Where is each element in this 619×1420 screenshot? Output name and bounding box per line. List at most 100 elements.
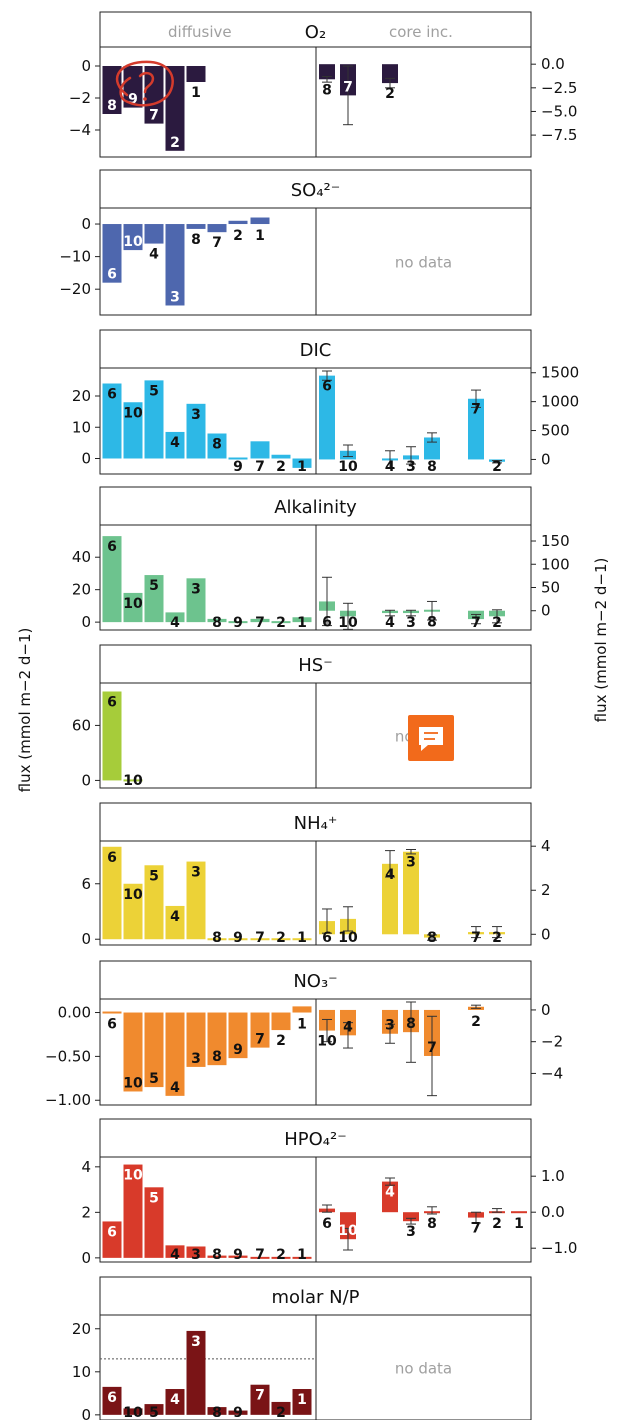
bar-label-site-3: 3 — [170, 289, 180, 305]
y-tick-label-right: 0.0 — [541, 55, 565, 73]
bar-site-3 — [186, 1012, 206, 1067]
panel-title: NO₃⁻ — [293, 971, 337, 992]
y-tick-label: 10 — [72, 418, 91, 436]
y-tick-label: 0 — [81, 450, 91, 468]
bar-label-site-6: 6 — [322, 930, 332, 946]
bar-label-site-7: 7 — [471, 930, 481, 946]
panel-title: Alkalinity — [274, 497, 357, 518]
y-tick-label: 0 — [81, 215, 91, 233]
bar-site-7 — [250, 1012, 270, 1048]
bar-label-site-2: 2 — [492, 459, 502, 475]
bar-site-4 — [165, 1389, 185, 1415]
bar-label-site-4: 4 — [170, 435, 180, 451]
bar-site-6 — [102, 536, 122, 623]
bar-label-site-3: 3 — [406, 855, 416, 871]
bar-label-site-9: 9 — [233, 930, 243, 946]
y-tick-label: −4 — [69, 121, 91, 139]
bar-site-3 — [403, 1212, 419, 1222]
bar-site-2 — [228, 220, 248, 225]
no-data-note: no data — [395, 254, 452, 272]
bar-label-site-8: 8 — [212, 1405, 222, 1420]
bar-site-3 — [403, 851, 419, 935]
y-tick-label-right: 1500 — [541, 364, 579, 382]
bar-label-site-3: 3 — [406, 615, 416, 631]
bar-site-4 — [144, 224, 164, 244]
bar-label-site-2: 2 — [170, 135, 180, 151]
bar-label-site-10: 10 — [123, 234, 143, 250]
bar-label-site-10: 10 — [123, 1168, 143, 1184]
bar-site-6 — [319, 375, 335, 460]
bar-label-site-9: 9 — [233, 1042, 243, 1058]
question-annotation-icon — [115, 60, 174, 107]
bar-site-8 — [424, 437, 440, 460]
bar-label-site-6: 6 — [107, 387, 117, 403]
bar-site-3 — [186, 578, 206, 623]
bar-label-site-7: 7 — [471, 615, 481, 631]
bar-label-site-6: 6 — [322, 1216, 332, 1232]
bar-label-site-2: 2 — [276, 459, 286, 475]
panel-title: HS⁻ — [298, 655, 332, 676]
bar-label-site-8: 8 — [427, 1216, 437, 1232]
bar-site-8 — [186, 224, 206, 229]
bar-label-site-9: 9 — [233, 1405, 243, 1420]
bar-site-3 — [186, 403, 206, 459]
bar-label-site-4: 4 — [385, 867, 395, 883]
bar-label-site-2: 2 — [492, 615, 502, 631]
bar-label-site-3: 3 — [191, 865, 201, 881]
bar-site-6 — [102, 1221, 122, 1258]
bar-site-2 — [271, 1012, 291, 1031]
bar-label-site-8: 8 — [191, 232, 201, 248]
bar-label-site-1: 1 — [297, 1392, 307, 1408]
y-tick-label-right: 2 — [541, 881, 551, 899]
bar-label-site-2: 2 — [276, 930, 286, 946]
bar-label-site-1: 1 — [191, 85, 201, 101]
bar-label-site-9: 9 — [128, 92, 138, 108]
panel-frame — [99, 1276, 532, 1420]
bar-label-site-9: 9 — [233, 1247, 243, 1263]
bar-label-site-4: 4 — [170, 909, 180, 925]
bar-label-site-7: 7 — [471, 402, 481, 418]
bar-site-3 — [165, 224, 185, 306]
bar-label-site-2: 2 — [385, 86, 395, 102]
bar-label-site-1: 1 — [514, 1216, 524, 1232]
bar-site-4 — [165, 1012, 185, 1096]
bar-label-site-2: 2 — [492, 1216, 502, 1232]
bar-label-site-10: 10 — [123, 405, 143, 421]
bar-label-site-3: 3 — [385, 1018, 395, 1034]
bar-label-site-8: 8 — [212, 1247, 222, 1263]
bar-site-7 — [250, 1384, 270, 1415]
y-tick-label: 0 — [81, 613, 91, 631]
bar-site-7 — [468, 398, 484, 460]
bar-site-8 — [207, 938, 227, 941]
y-tick-label-right: 0 — [541, 602, 551, 620]
panel-title: O₂ — [305, 22, 326, 43]
y-tick-label-right: 1000 — [541, 393, 579, 411]
bar-site-6 — [102, 691, 122, 781]
bar-label-site-5: 5 — [149, 1071, 159, 1087]
bar-label-site-10: 10 — [338, 930, 358, 946]
bar-label-site-10: 10 — [338, 615, 358, 631]
bar-label-site-8: 8 — [212, 930, 222, 946]
column-label-core-incubation: core inc. — [389, 23, 453, 41]
bar-label-site-6: 6 — [107, 539, 117, 555]
bar-label-site-8: 8 — [212, 1049, 222, 1065]
bar-site-3 — [382, 1009, 398, 1034]
bar-label-site-5: 5 — [149, 1405, 159, 1420]
bar-label-site-6: 6 — [107, 850, 117, 866]
bar-site-4 — [165, 431, 185, 459]
bar-site-4 — [382, 1181, 398, 1213]
chat-bubble-icon[interactable] — [408, 715, 454, 761]
panel-title: SO₄²⁻ — [291, 180, 341, 201]
bar-site-9 — [228, 1410, 248, 1415]
bar-site-4 — [165, 905, 185, 940]
bar-label-site-4: 4 — [170, 1392, 180, 1408]
y-axis-label-right: flux (mmol m−2 d−1) — [592, 558, 610, 723]
bar-site-6 — [102, 383, 122, 459]
bar-site-3 — [186, 1330, 206, 1415]
bar-label-site-9: 9 — [233, 459, 243, 475]
